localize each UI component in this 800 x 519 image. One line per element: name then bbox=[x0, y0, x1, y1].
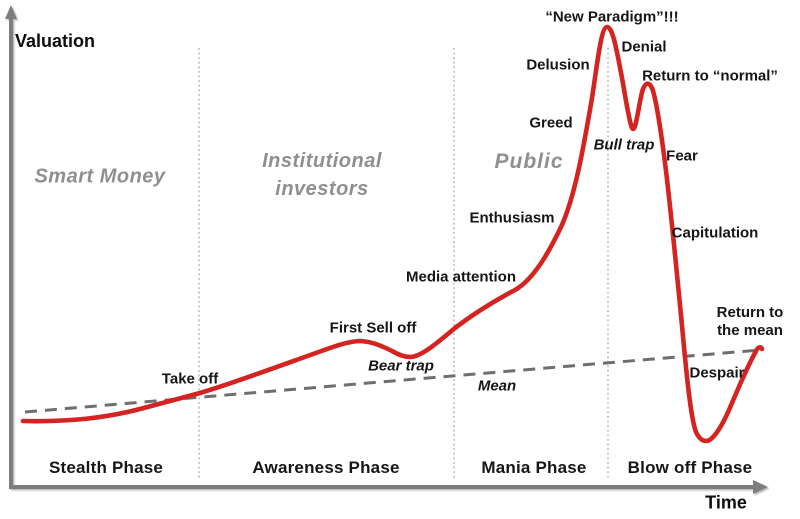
annotation-return-to-normal: Return to “normal” bbox=[642, 67, 778, 85]
group-label-institutional-investors: Institutional investors bbox=[262, 150, 382, 200]
bubble-curve bbox=[20, 24, 765, 444]
annotation-fear: Fear bbox=[666, 147, 698, 165]
phase-label-awareness: Awareness Phase bbox=[252, 458, 400, 477]
annotation-enthusiasm: Enthusiasm bbox=[469, 209, 555, 227]
y-axis-arrow-icon bbox=[5, 5, 17, 19]
annotation-delusion: Delusion bbox=[526, 56, 590, 74]
annotation-first-sell-off: First Sell off bbox=[329, 319, 417, 337]
annotation-mean: Mean bbox=[477, 377, 517, 395]
annotation-take-off: Take off bbox=[161, 370, 219, 388]
annotation-return-to-the-mean: Return to the mean bbox=[716, 304, 784, 339]
mean-line bbox=[24, 348, 761, 414]
annotation-bull-trap: Bull trap bbox=[593, 136, 655, 154]
phase-label-mania: Mania Phase bbox=[481, 458, 587, 477]
annotation-greed: Greed bbox=[529, 114, 573, 132]
x-axis-title: Time bbox=[705, 492, 747, 513]
annotation-media-attention: Media attention bbox=[405, 268, 517, 286]
axes bbox=[5, 5, 768, 494]
annotation-denial: Denial bbox=[621, 38, 667, 56]
group-label-smart-money: Smart Money bbox=[34, 165, 166, 188]
group-label-public: Public bbox=[494, 150, 564, 173]
y-axis-title: Valuation bbox=[15, 31, 96, 51]
phase-label-blowoff: Blow off Phase bbox=[627, 458, 753, 477]
x-axis-arrow-icon bbox=[753, 480, 768, 494]
annotation-despair: Despair bbox=[689, 364, 745, 382]
annotation-capitulation: Capitulation bbox=[671, 224, 759, 242]
annotation-bear-trap: Bear trap bbox=[368, 357, 434, 375]
phase-separators bbox=[198, 48, 609, 478]
annotation-new-paradigm: “New Paradigm”!!! bbox=[545, 8, 679, 26]
phase-label-stealth: Stealth Phase bbox=[48, 458, 164, 477]
